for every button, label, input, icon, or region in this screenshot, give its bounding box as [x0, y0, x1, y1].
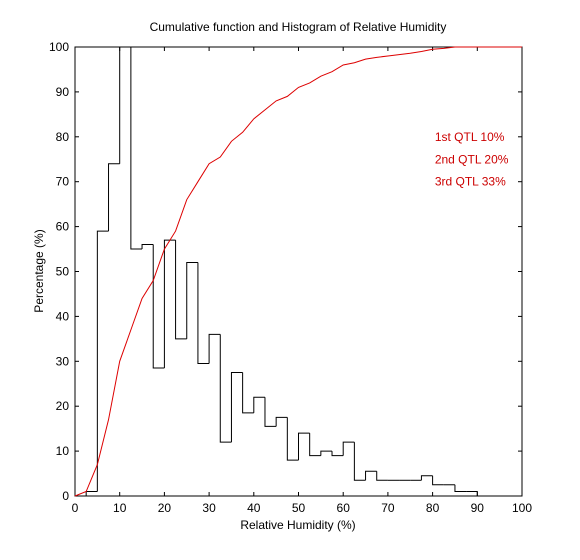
- plot-area-border: [74, 46, 523, 497]
- y-axis-label: Percentage (%): [32, 229, 46, 312]
- y-tick-label: 50: [56, 265, 70, 279]
- x-tick-label: 10: [113, 501, 127, 515]
- x-tick-label: 60: [337, 501, 351, 515]
- x-tick-label: 30: [202, 501, 216, 515]
- histogram-bin: [163, 239, 176, 369]
- quartile-annotations: 1st QTL 10% 2nd QTL 20% 3rd QTL 33%: [435, 130, 509, 189]
- y-tick-label: 20: [56, 399, 70, 413]
- histogram-bin: [85, 491, 98, 496]
- histogram-bin: [119, 46, 131, 164]
- y-tick-label: 90: [56, 85, 70, 99]
- histogram-bin: [208, 333, 221, 364]
- histogram-bin: [286, 417, 299, 461]
- chart-title: Cumulative function and Histogram of Rel…: [150, 20, 447, 34]
- histogram-bin: [353, 442, 366, 481]
- y-tick-label: 10: [56, 444, 70, 458]
- histogram-bin: [141, 244, 154, 250]
- histogram-bin: [342, 441, 355, 456]
- x-tick-label: 50: [292, 501, 306, 515]
- histogram-bin: [152, 244, 165, 369]
- x-tick-label: 40: [247, 501, 261, 515]
- histogram-bin: [298, 432, 310, 461]
- y-tick-label: 70: [56, 175, 70, 189]
- histogram-bin: [242, 372, 254, 414]
- histogram-bin: [309, 433, 321, 457]
- y-tick-label: 100: [49, 40, 69, 54]
- histogram-bin: [365, 470, 377, 481]
- histogram-bin: [253, 396, 265, 413]
- y-tick-label: 40: [56, 309, 70, 323]
- cumulative-series: [74, 46, 522, 497]
- histogram-bin: [264, 397, 277, 427]
- x-tick-label: 70: [381, 501, 395, 515]
- histogram-bin: [331, 451, 344, 457]
- x-tick-label: 80: [426, 501, 440, 515]
- x-tick-label: 100: [512, 501, 532, 515]
- x-tick-label: 90: [471, 501, 485, 515]
- x-axis-label: Relative Humidity (%): [240, 518, 355, 532]
- histogram-bin: [466, 491, 478, 496]
- histogram-bin: [230, 372, 243, 443]
- x-tick-labels: 0 10 20 30 40 50 60 70 80 90 100: [72, 501, 533, 515]
- histogram-bin: [197, 262, 210, 365]
- quartile-annotation: 1st QTL 10%: [435, 130, 505, 144]
- histogram-bin: [130, 47, 143, 250]
- histogram-bin: [175, 240, 187, 340]
- x-tick-label: 0: [72, 501, 79, 515]
- quartile-annotation: 3rd QTL 33%: [435, 175, 506, 189]
- histogram-bin: [420, 475, 433, 481]
- histogram-bin: [376, 471, 388, 481]
- cumulative-line: [74, 46, 522, 497]
- y-tick-labels: 0 10 20 30 40 50 60 70 80 90 100: [49, 40, 69, 503]
- histogram-bin: [219, 334, 232, 443]
- x-tick-label: 20: [158, 501, 172, 515]
- y-tick-label: 80: [56, 130, 70, 144]
- histogram-bin: [186, 262, 198, 339]
- quartile-annotation: 2nd QTL 20%: [435, 152, 509, 166]
- histogram-bin: [454, 484, 467, 493]
- histogram-bin: [432, 475, 444, 486]
- y-tick-label: 60: [56, 220, 70, 234]
- histogram-bin: [275, 416, 288, 427]
- histogram-bin: [108, 163, 120, 232]
- histogram-series: [75, 46, 478, 497]
- axes-ticks: [74, 46, 523, 497]
- y-tick-label: 30: [56, 354, 70, 368]
- histogram-bin: [96, 230, 109, 492]
- y-tick-label: 0: [62, 489, 69, 503]
- histogram-bin: [320, 450, 333, 456]
